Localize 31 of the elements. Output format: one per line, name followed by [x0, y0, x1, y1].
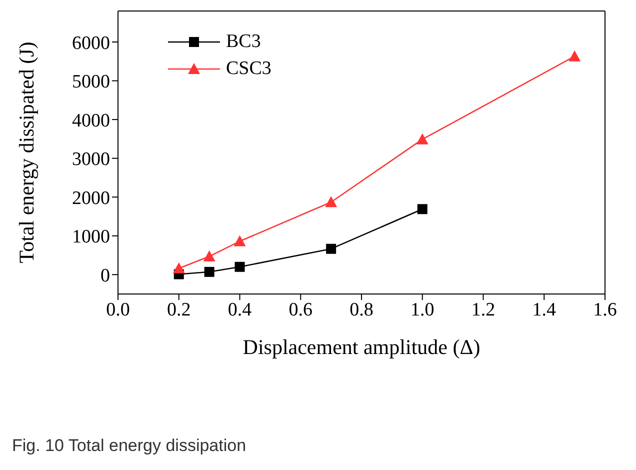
point — [204, 266, 214, 277]
x-tick-label: 0.6 — [288, 299, 312, 320]
x-tick-label: 1.2 — [471, 299, 496, 320]
point — [417, 204, 428, 214]
y-tick-label: 5000 — [72, 72, 110, 93]
point — [568, 50, 581, 62]
x-tick-label: 1.4 — [532, 299, 556, 320]
x-tick-label: 0.0 — [106, 299, 130, 320]
y-tick-label: 4000 — [72, 110, 110, 132]
legend-label: BC3 — [226, 30, 261, 52]
y-tick-label: 2000 — [72, 188, 110, 209]
x-tick-label: 1.0 — [410, 299, 434, 320]
y-axis-title: Total energy dissipated (J) — [14, 42, 38, 264]
y-tick-label: 3000 — [72, 149, 110, 170]
x-tick-label: 0.8 — [350, 299, 374, 320]
y-tick-label: 1000 — [72, 226, 110, 248]
y-tick-label: 0 — [100, 265, 110, 286]
point — [326, 244, 336, 254]
point — [203, 250, 216, 262]
point — [325, 196, 338, 208]
point — [234, 262, 245, 272]
y-tick-label: 6000 — [72, 32, 110, 54]
x-tick-label: 1.6 — [593, 299, 617, 320]
point — [234, 235, 246, 246]
point — [416, 133, 428, 144]
caption: Fig. 10 Total energy dissipation — [12, 436, 246, 456]
x-axis-title: Displacement amplitude (Δ) — [242, 335, 480, 359]
x-tick-label: 0.4 — [228, 299, 252, 320]
point — [172, 262, 185, 274]
x-tick-label: 0.2 — [167, 299, 191, 320]
legend-label: CSC3 — [226, 58, 272, 80]
